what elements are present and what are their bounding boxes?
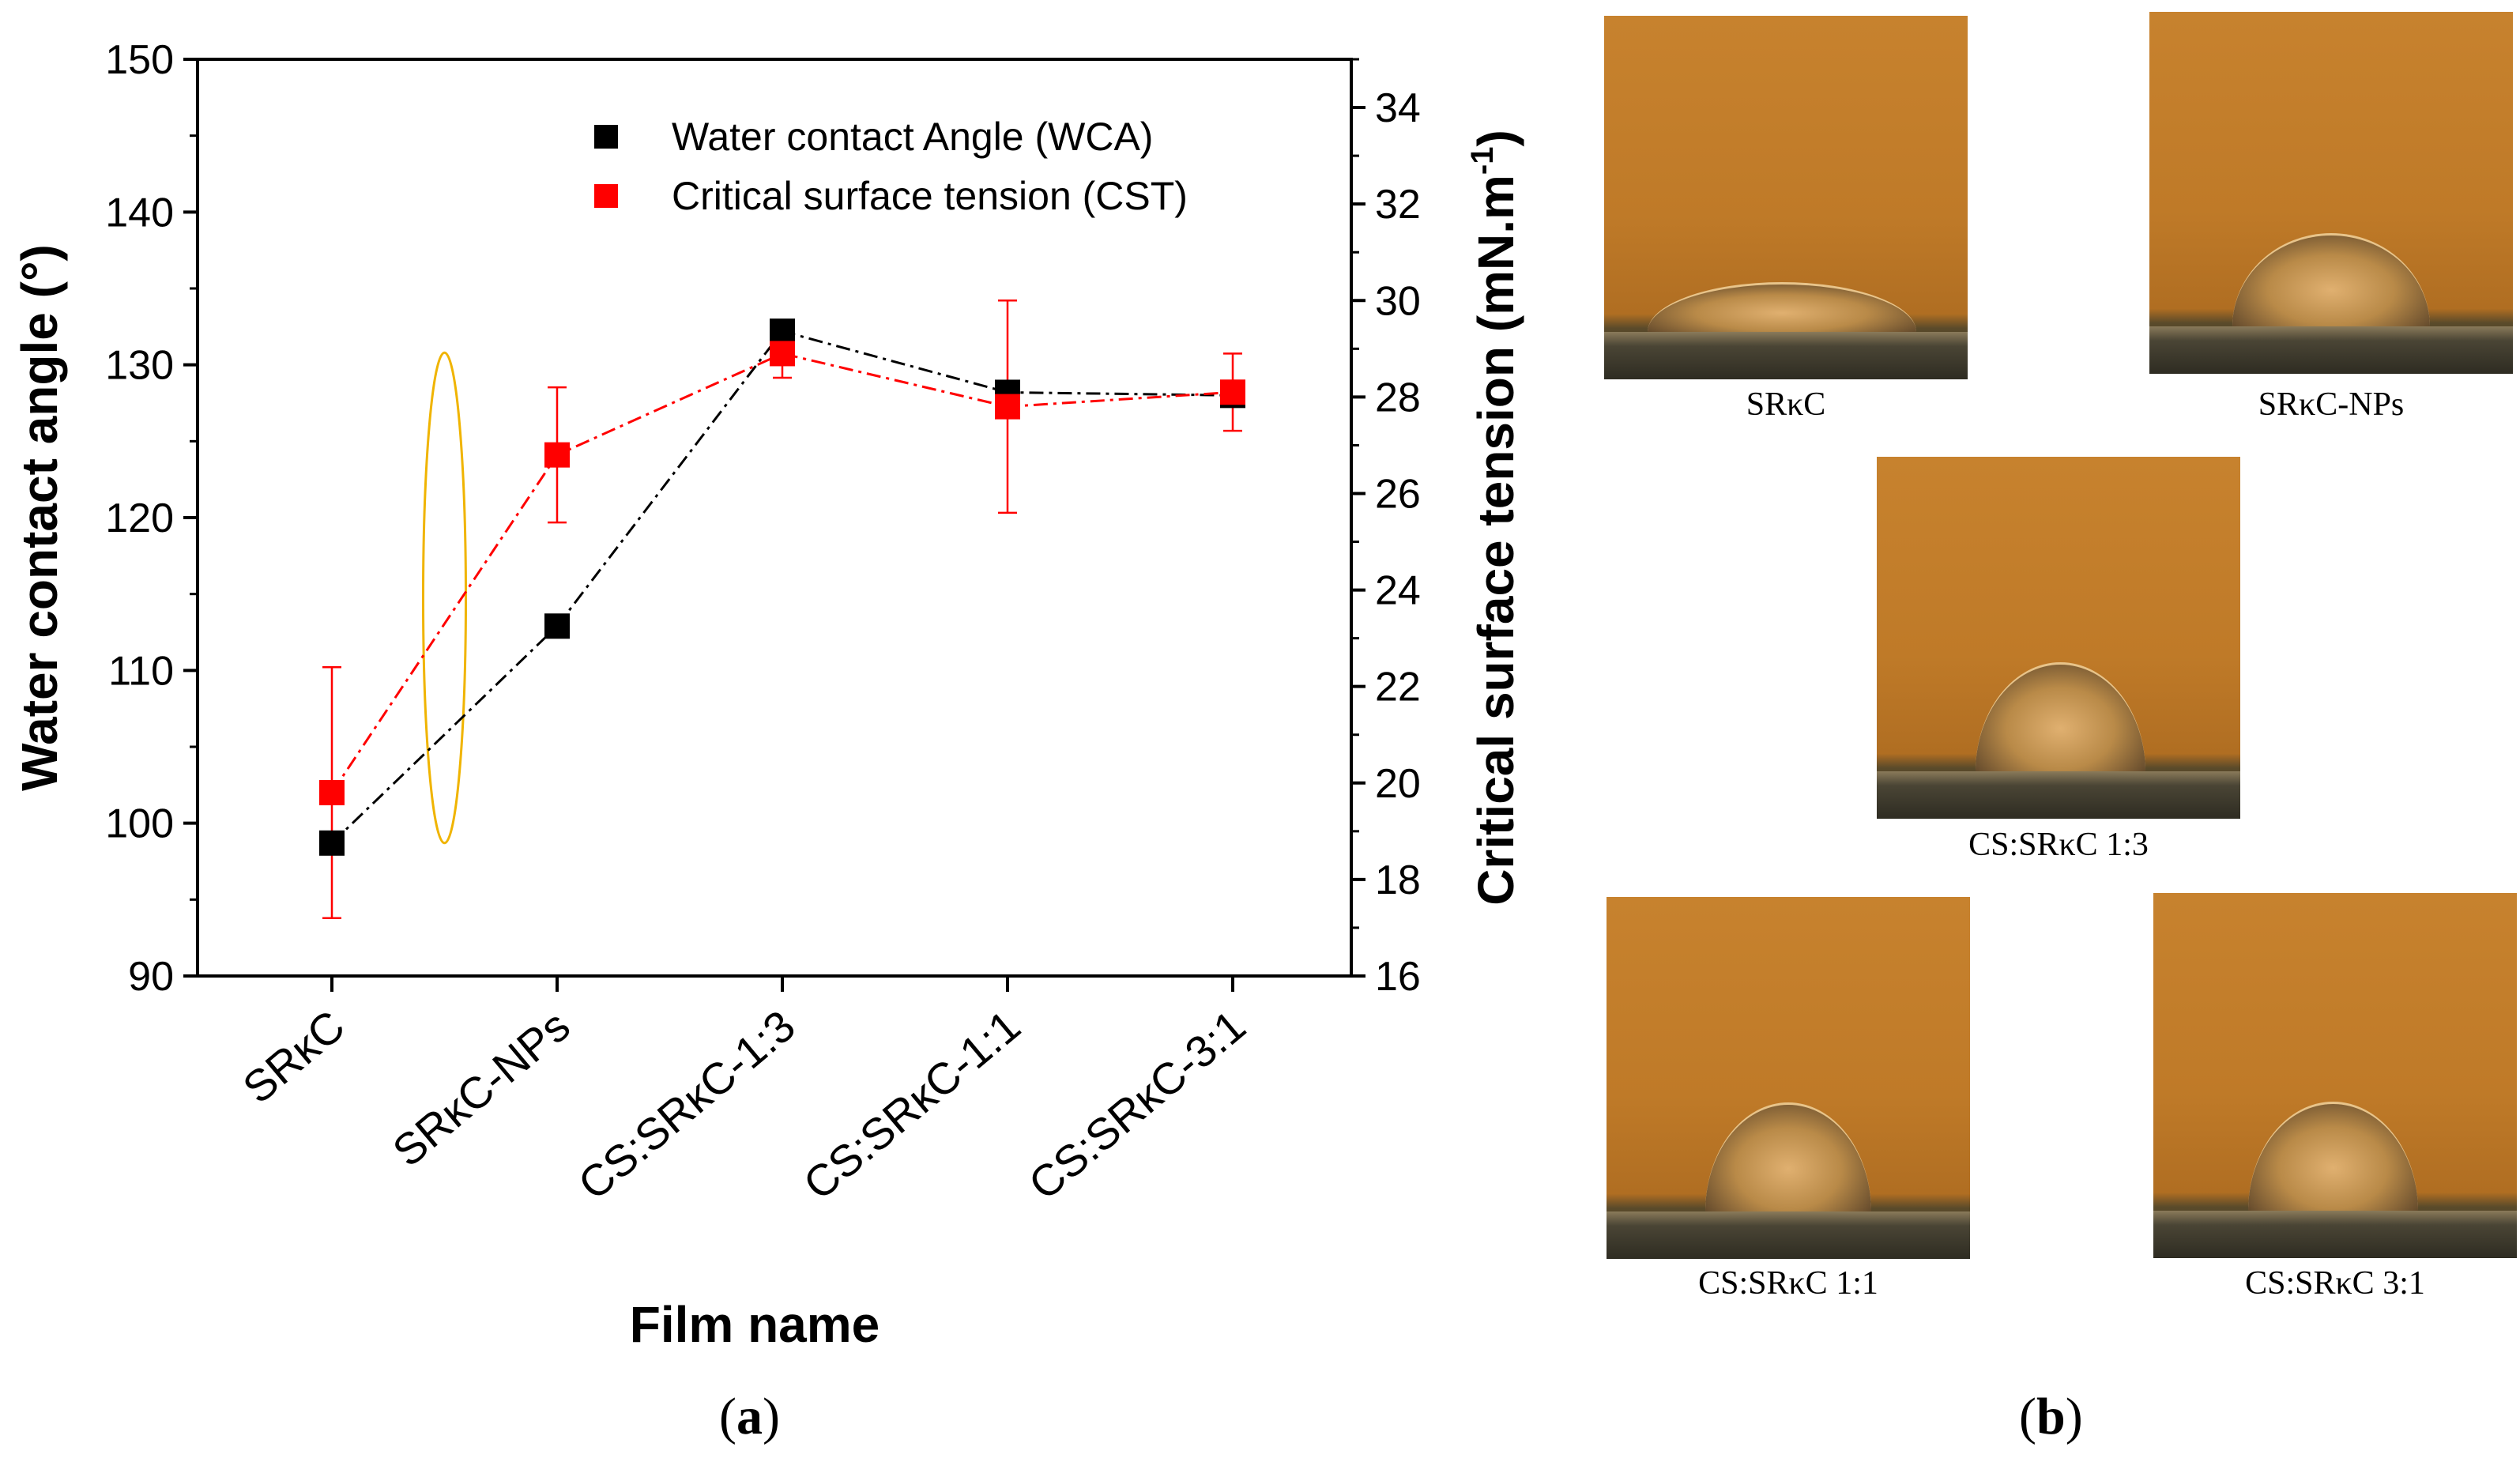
photo-caption-3: CS:SRκC 1:3 — [1968, 827, 2149, 863]
substrate-1 — [1604, 332, 1968, 379]
data-point-cst — [1220, 379, 1245, 405]
droplet-photo-1 — [1604, 16, 1968, 379]
left-tick-label: 90 — [128, 954, 174, 1000]
substrate-4 — [1607, 1211, 1970, 1259]
y-axis-title: Water contact angle (°) — [11, 244, 68, 791]
panel-label-a: (a) — [719, 1388, 780, 1445]
droplet-photo-2 — [2149, 12, 2513, 374]
data-point-cst — [770, 341, 795, 367]
y2-axis-title-end: ) — [1467, 130, 1524, 146]
left-tick-label: 140 — [105, 190, 174, 236]
data-point-cst — [544, 442, 570, 468]
right-tick-label: 30 — [1375, 278, 1421, 324]
data-point-wca — [770, 318, 795, 345]
left-tick-label: 110 — [108, 648, 174, 694]
left-tick-label: 130 — [105, 343, 174, 389]
x-tick-label: CS:SRκC-1:1 — [794, 1000, 1030, 1209]
series-line-wca — [330, 330, 1234, 844]
photo-caption-2: SRκC-NPs — [2258, 386, 2405, 423]
data-point-wca — [319, 830, 345, 856]
data-point-wca — [544, 613, 570, 639]
legend-label-wca: Water contact Angle (WCA) — [672, 115, 1153, 159]
y2-axis-title-main: Critical surface tension (mN.m — [1467, 175, 1524, 906]
panel-label-b: (b) — [2019, 1388, 2083, 1445]
droplet-photo-4 — [1607, 897, 1970, 1259]
x-tick-label: SRκC — [233, 1000, 354, 1113]
highlight-ellipse — [422, 351, 467, 845]
panel-label-b-text: b — [2036, 1388, 2066, 1445]
right-tick-label: 20 — [1375, 761, 1421, 807]
data-point-cst — [995, 394, 1020, 420]
droplet-shape-4 — [1705, 1102, 1871, 1212]
x-axis-title: Film name — [630, 1296, 880, 1353]
droplet-photo-5 — [2153, 893, 2517, 1258]
right-tick-label: 22 — [1375, 665, 1421, 710]
substrate-2 — [2149, 326, 2513, 374]
panel-label-a-text: a — [736, 1388, 763, 1445]
left-tick-label: 120 — [105, 495, 174, 541]
right-tick-label: 24 — [1375, 568, 1421, 614]
droplet-shape-1 — [1648, 282, 1916, 333]
y2-axis-title: Critical surface tension (mN.m-1) — [1465, 130, 1524, 906]
left-tick-label: 150 — [105, 37, 174, 83]
data-point-cst — [319, 780, 345, 805]
legend-marker-wca — [594, 125, 618, 149]
x-tick-label: CS:SRκC-1:3 — [569, 1000, 804, 1209]
legend-marker-cst — [594, 184, 618, 208]
droplet-photo-3 — [1877, 457, 2240, 819]
droplet-shape-5 — [2248, 1101, 2418, 1211]
x-tick-label: CS:SRκC-3:1 — [1019, 1000, 1255, 1209]
y2-axis-title-sup: -1 — [1465, 147, 1500, 175]
contact-angle-chart: 90 100 110 120 130 140 150 16 18 20 22 24 26 28 30 32 3… — [11, 37, 1524, 1353]
left-tick-label: 100 — [105, 801, 174, 847]
right-axis-ticks: 16 18 20 22 24 26 28 30 32 34 — [1351, 58, 1421, 1000]
right-tick-label: 32 — [1375, 182, 1421, 228]
x-axis-ticks: SRκC SRκC-NPsCS:SRκC-1:3CS:SRκC-1:1CS:SRκ… — [233, 976, 1255, 1209]
series-layer — [319, 300, 1245, 919]
right-tick-label: 26 — [1375, 471, 1421, 517]
legend-label-cst: Critical surface tension (CST) — [672, 174, 1188, 218]
legend: Water contact Angle (WCA) Critical surfa… — [594, 115, 1188, 218]
substrate-5 — [2153, 1210, 2517, 1258]
right-tick-label: 34 — [1375, 85, 1421, 131]
droplet-shape-2 — [2232, 233, 2430, 327]
right-tick-label: 16 — [1375, 954, 1421, 1000]
right-tick-label: 28 — [1375, 375, 1421, 420]
droplet-shape-3 — [1976, 662, 2145, 772]
left-axis-ticks: 90 100 110 120 130 140 150 — [105, 37, 198, 1000]
photo-caption-5: CS:SRκC 3:1 — [2245, 1265, 2425, 1302]
series-line-cst — [330, 352, 1234, 793]
x-tick-label: SRκC-NPs — [383, 1000, 579, 1176]
right-tick-label: 18 — [1375, 857, 1421, 903]
photo-caption-1: SRκC — [1746, 386, 1826, 423]
photo-caption-4: CS:SRκC 1:1 — [1698, 1265, 1878, 1302]
substrate-3 — [1877, 771, 2240, 819]
